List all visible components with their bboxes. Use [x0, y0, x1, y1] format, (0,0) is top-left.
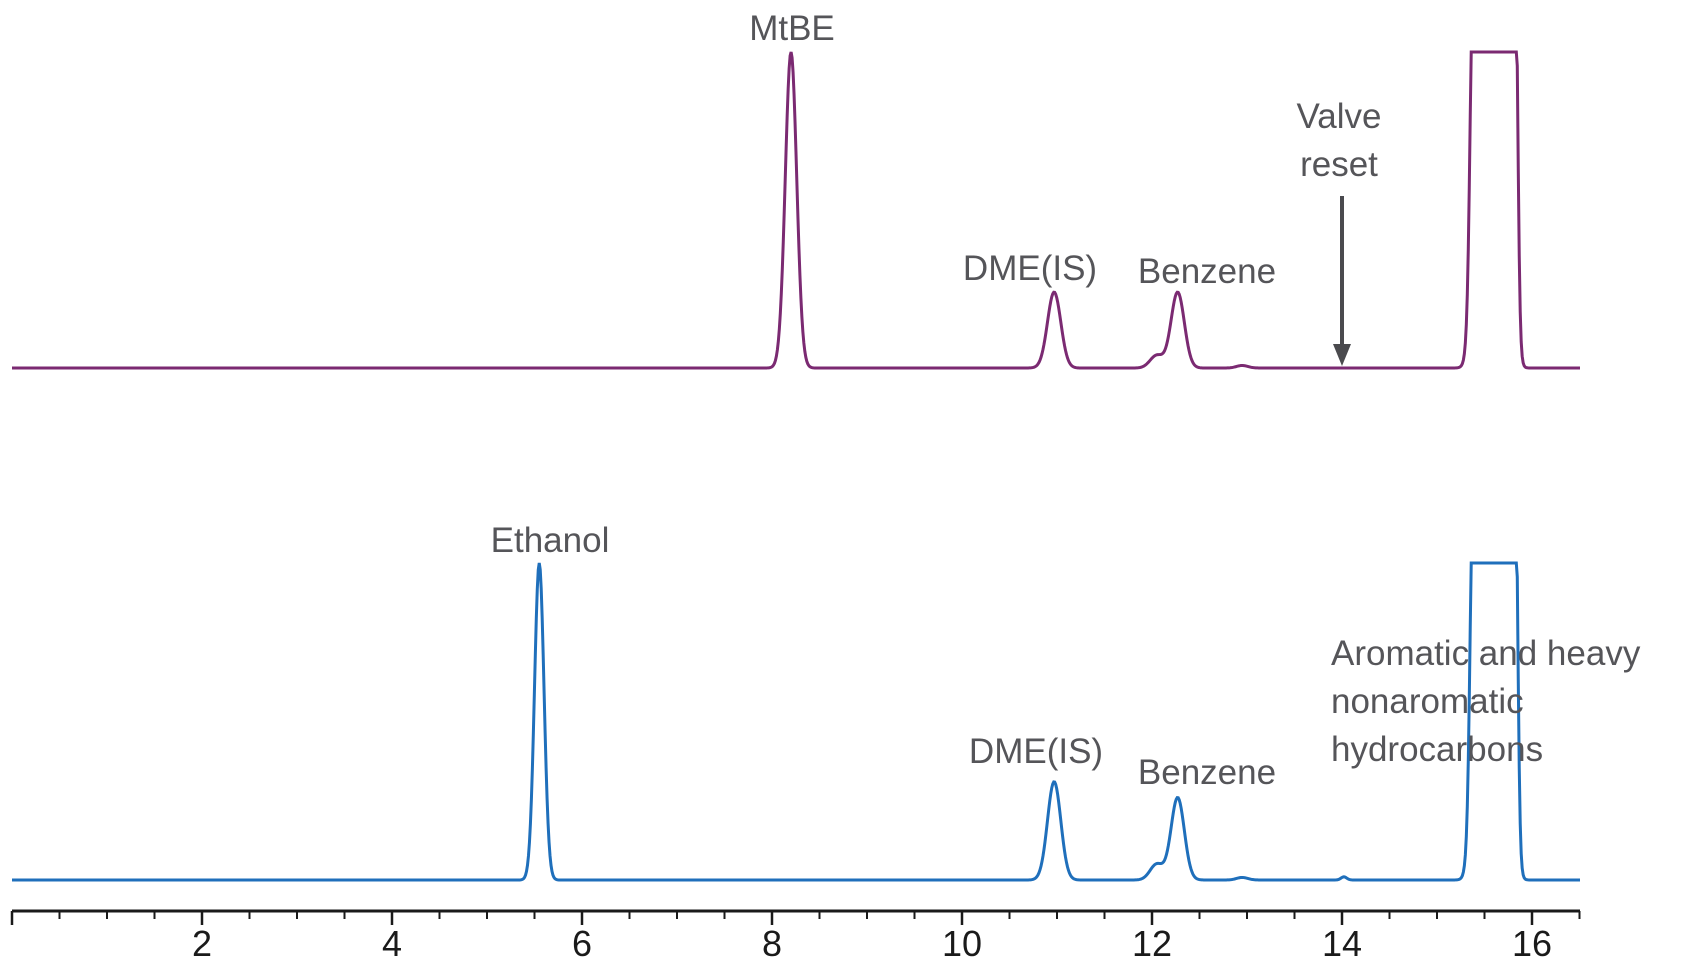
label-top-reset: reset	[1300, 145, 1378, 184]
label-bottom-benzene: Benzene	[1138, 753, 1276, 792]
top-trace-group: MtBE DME(IS) Benzene Valve reset	[12, 9, 1580, 370]
valve-reset-arrow	[1333, 196, 1351, 366]
x-tick-label: 6	[572, 923, 592, 964]
label-bottom-dme: DME(IS)	[969, 732, 1103, 771]
label-bottom-aromatic: Aromatic and heavy	[1331, 634, 1641, 673]
x-tick-label: 14	[1322, 923, 1362, 964]
x-tick-label: 2	[192, 923, 212, 964]
label-top-benzene: Benzene	[1138, 252, 1276, 291]
label-bottom-hydrocarbons: hydrocarbons	[1331, 730, 1543, 769]
x-tick-label: 10	[942, 923, 982, 964]
x-axis: 2 4 6 8 10 12 14 16	[10, 909, 1581, 964]
bottom-chromatogram-trace	[12, 561, 1580, 882]
x-tick-label: 16	[1512, 923, 1552, 964]
label-top-mtbe: MtBE	[749, 9, 835, 48]
label-bottom-ethanol: Ethanol	[491, 521, 610, 560]
x-tick-label: 4	[382, 923, 402, 964]
x-tick-label: 8	[762, 923, 782, 964]
label-top-dme: DME(IS)	[963, 249, 1097, 288]
x-tick-label: 12	[1132, 923, 1172, 964]
top-chromatogram-trace	[12, 50, 1580, 370]
label-top-valve: Valve	[1297, 97, 1382, 136]
bottom-trace-group: Ethanol DME(IS) Benzene Aromatic and hea…	[12, 521, 1641, 882]
label-bottom-nonaromatic: nonaromatic	[1331, 682, 1524, 721]
